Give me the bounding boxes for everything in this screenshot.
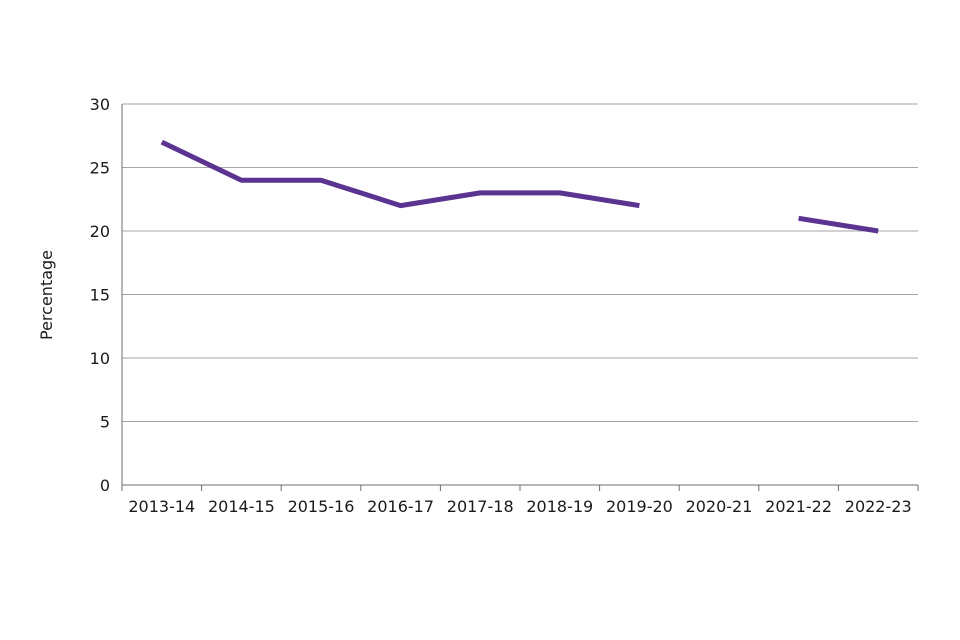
x-tick-label: 2022-23: [845, 497, 912, 516]
y-tick-label: 30: [90, 95, 110, 114]
data-point-2022-23: [876, 229, 881, 234]
x-tick-label: 2019-20: [606, 497, 673, 516]
x-tick-label: 2015-16: [288, 497, 355, 516]
axes: 0 5 10 15 20 25 30 2013-14 2014-15 2015-16 2016-17…: [90, 95, 919, 516]
x-tick-label: 2020-21: [686, 497, 753, 516]
y-tick-label: 15: [90, 286, 110, 305]
data-point-2018-19: [557, 190, 562, 195]
y-tick-label: 10: [90, 349, 110, 368]
series-line-segment-2: [798, 215, 879, 234]
data-point-2019-20: [637, 203, 642, 208]
x-tick-label: 2014-15: [208, 497, 275, 516]
data-point-2017-18: [478, 190, 483, 195]
x-tick-label: 2018-19: [526, 497, 593, 516]
y-tick-label: 0: [100, 476, 110, 495]
data-point-2013-14: [159, 140, 164, 145]
data-point-2015-16: [319, 178, 324, 183]
x-tick-label: 2016-17: [367, 497, 434, 516]
y-tick-label: 20: [90, 222, 110, 241]
x-tick-label: 2017-18: [447, 497, 514, 516]
gridlines: [122, 103, 918, 422]
series-line-segment-1: [160, 139, 640, 209]
series: [159, 139, 881, 234]
data-point-2016-17: [398, 203, 403, 208]
y-axis-title: Percentage: [37, 250, 56, 340]
data-point-2021-22: [796, 216, 801, 221]
y-tick-label: 25: [90, 159, 110, 178]
data-point-2014-15: [239, 178, 244, 183]
x-tick-label: 2021-22: [765, 497, 832, 516]
x-tick-label: 2013-14: [128, 497, 195, 516]
y-tick-label: 5: [100, 413, 110, 432]
